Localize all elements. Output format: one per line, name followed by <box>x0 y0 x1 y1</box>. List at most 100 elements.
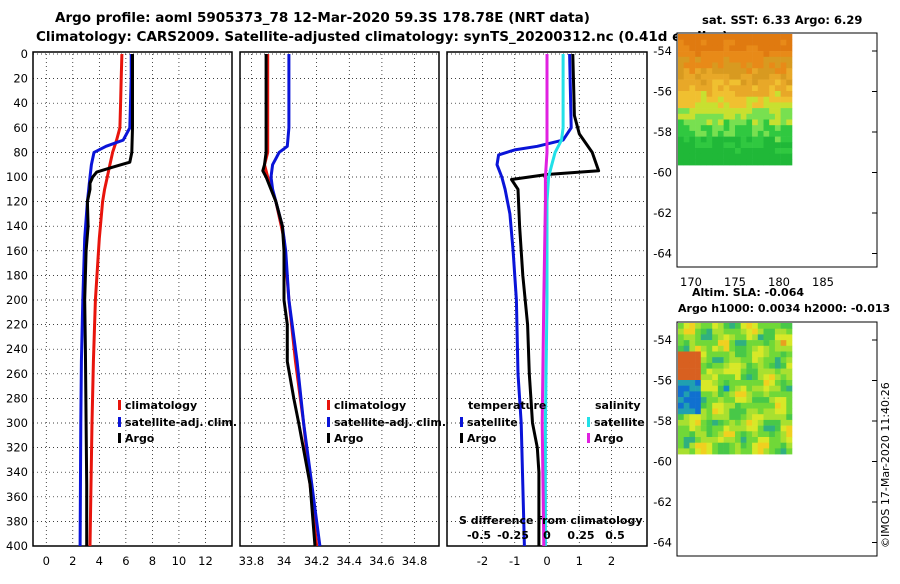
sla-map-pixel <box>712 425 719 432</box>
sla-map-pixel <box>740 345 747 352</box>
sla-map-pixel <box>695 345 702 352</box>
sst-map-pixel <box>717 148 724 154</box>
sla-map-pixel <box>774 351 781 358</box>
sla-map-image <box>678 323 793 455</box>
sla-map-pixel <box>774 391 781 398</box>
sla-map-pixel <box>706 328 713 335</box>
sst-map-pixel <box>780 51 787 58</box>
sst-map-pixel <box>729 39 736 46</box>
sst-map-pixel <box>752 159 759 166</box>
sst-map-pixel <box>746 79 753 86</box>
sst-map-pixel <box>729 125 736 132</box>
sst-map-pixel <box>769 68 776 75</box>
sla-map-pixel <box>763 448 770 455</box>
sst-map-pixel <box>678 125 684 132</box>
sst-map-pixel <box>735 45 741 52</box>
sst-map-pixel <box>717 125 724 132</box>
sla-map-pixel <box>700 437 707 443</box>
sla-map-pixel <box>678 391 684 398</box>
sst-map-pixel <box>735 125 741 132</box>
sla-map-pixel <box>780 362 787 369</box>
sst-map-pixel <box>746 102 753 109</box>
sla-map-pixel <box>774 374 781 381</box>
sla-map-pixel <box>712 437 719 443</box>
sla-map-pixel <box>706 385 713 392</box>
depth-tick-label: 400 <box>6 539 28 553</box>
sst-map-pixel <box>683 45 690 52</box>
sst-map-pixel <box>746 68 753 75</box>
sst-map-pixel <box>712 62 719 69</box>
sla-map-pixel <box>780 397 787 404</box>
legend-label-temp-satellite: satellite <box>467 416 518 429</box>
lat-tick-label: -58 <box>653 414 672 428</box>
sla-map-pixel <box>763 345 770 352</box>
sst-map-pixel <box>689 113 696 120</box>
depth-tick-label: 360 <box>6 490 28 504</box>
sst-map-pixel <box>780 45 787 52</box>
sla-map-pixel <box>757 328 764 335</box>
sst-map-pixel <box>769 113 776 120</box>
sst-map-pixel <box>700 96 707 103</box>
sst-map-pixel <box>689 39 696 46</box>
sst-map-pixel <box>717 68 724 75</box>
sst-map-pixel <box>689 91 696 97</box>
sst-map-pixel <box>723 73 730 80</box>
depth-tick-label: 0 <box>21 47 28 61</box>
sst-map-pixel <box>683 79 690 86</box>
sla-map-pixel <box>683 357 690 364</box>
sst-map-pixel <box>717 34 724 40</box>
sla-map-pixel <box>723 368 730 375</box>
legend-title-temperature: temperature <box>468 399 546 412</box>
sla-map-pixel <box>700 328 707 335</box>
sst-map-pixel <box>757 159 764 166</box>
sla-map-pixel <box>786 340 793 347</box>
sla-map-pixel <box>735 345 741 352</box>
sst-map-pixel <box>706 148 713 154</box>
sla-map-pixel <box>763 391 770 398</box>
sla-map-pixel <box>712 362 719 369</box>
sst-map-pixel <box>678 96 684 103</box>
sla-map-pixel <box>769 334 776 341</box>
sst-map-pixel <box>780 91 787 97</box>
sst-map-pixel <box>746 136 753 143</box>
sst-map-pixel <box>729 73 736 80</box>
sst-map-pixel <box>695 136 702 143</box>
depth-tick-label: 40 <box>13 96 28 110</box>
sla-map-pixel <box>757 442 764 449</box>
sla-map-pixel <box>763 380 770 386</box>
sla-map-pixel <box>735 368 741 375</box>
sla-map-pixel <box>689 414 696 421</box>
sst-map-pixel <box>723 102 730 109</box>
sst-map-pixel <box>786 153 793 160</box>
sla-map-pixel <box>740 437 747 443</box>
sst-map-pixel <box>740 125 747 132</box>
sla-map-pixel <box>752 408 759 415</box>
sst-map-pixel <box>729 45 736 52</box>
series-line-temperature-argo <box>510 53 601 546</box>
sst-map-pixel <box>683 96 690 103</box>
sst-map-pixel <box>774 113 781 120</box>
sst-map-pixel <box>700 79 707 86</box>
sla-map-pixel <box>729 408 736 415</box>
sst-map-pixel <box>706 45 713 52</box>
sst-map-pixel <box>735 62 741 69</box>
sla-map-pixel <box>717 402 724 409</box>
sst-map-pixel <box>786 85 793 92</box>
sst-map-pixel <box>757 68 764 75</box>
sla-map-pixel <box>706 437 713 443</box>
sla-map-pixel <box>729 425 736 432</box>
sst-map-pixel <box>763 125 770 132</box>
sla-map-pixel <box>763 340 770 347</box>
series-line-salinity-satellite <box>543 54 565 546</box>
sst-map-pixel <box>774 119 781 126</box>
legend-label-climatology: climatology <box>125 399 197 412</box>
sst-map-pixel <box>683 125 690 132</box>
sst-map-pixel <box>740 102 747 109</box>
sst-map-pixel <box>769 51 776 58</box>
sst-map-pixel <box>774 56 781 63</box>
sla-map-pixel <box>717 385 724 392</box>
sla-map-pixel <box>757 362 764 369</box>
sst-map-pixel <box>769 91 776 97</box>
sla-map-pixel <box>786 362 793 369</box>
sla-map-pixel <box>700 357 707 364</box>
